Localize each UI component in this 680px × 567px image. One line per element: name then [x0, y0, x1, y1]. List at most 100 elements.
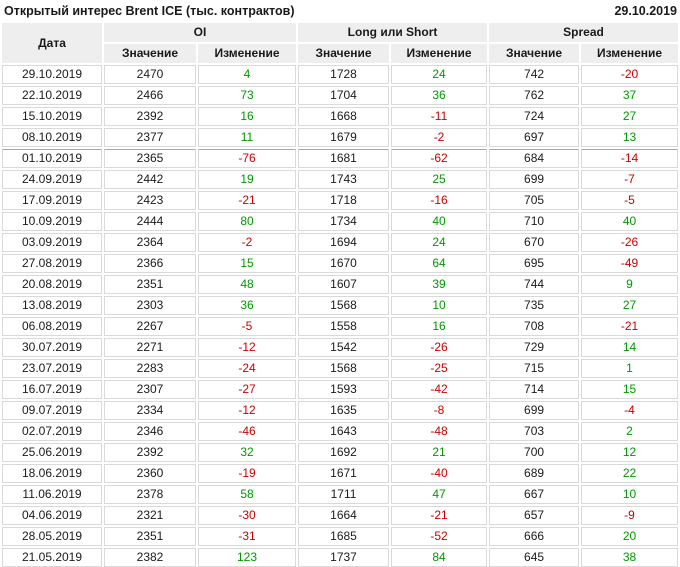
table-row: 27.08.2019 2366 15 1670 64 695 -49 — [2, 254, 678, 273]
table-row: 15.10.2019 2392 16 1668 -11 724 27 — [2, 107, 678, 126]
cell-oi-change: 36 — [198, 296, 297, 315]
cell-oi-change: 15 — [198, 254, 297, 273]
cell-oi-value: 2423 — [104, 191, 196, 210]
cell-date: 18.06.2019 — [2, 464, 102, 483]
cell-spread-value: 714 — [489, 380, 580, 399]
cell-long-short-value: 1635 — [298, 401, 390, 420]
cell-date: 30.07.2019 — [2, 338, 102, 357]
cell-oi-value: 2466 — [104, 86, 196, 105]
cell-spread-value: 710 — [489, 212, 580, 231]
cell-long-short-change: 47 — [391, 485, 488, 504]
cell-long-short-value: 1711 — [298, 485, 390, 504]
cell-oi-value: 2271 — [104, 338, 196, 357]
cell-spread-change: 14 — [581, 338, 678, 357]
cell-oi-value: 2351 — [104, 527, 196, 546]
cell-spread-change: -20 — [581, 65, 678, 84]
cell-oi-value: 2334 — [104, 401, 196, 420]
cell-long-short-change: -21 — [391, 506, 488, 525]
cell-long-short-change: -40 — [391, 464, 488, 483]
cell-date: 28.05.2019 — [2, 527, 102, 546]
cell-date: 08.10.2019 — [2, 128, 102, 147]
cell-oi-value: 2365 — [104, 149, 196, 168]
table-row: 03.09.2019 2364 -2 1694 24 670 -26 — [2, 233, 678, 252]
cell-date: 17.09.2019 — [2, 191, 102, 210]
column-header-date: Дата — [2, 23, 102, 63]
cell-spread-change: -14 — [581, 149, 678, 168]
cell-long-short-change: 40 — [391, 212, 488, 231]
cell-spread-change: 27 — [581, 296, 678, 315]
cell-oi-change: 19 — [198, 170, 297, 189]
cell-oi-change: 73 — [198, 86, 297, 105]
header-group-row: Дата OI Long или Short Spread — [2, 23, 678, 63]
cell-long-short-value: 1643 — [298, 422, 390, 441]
cell-date: 15.10.2019 — [2, 107, 102, 126]
cell-long-short-change: 24 — [391, 233, 488, 252]
cell-spread-value: 735 — [489, 296, 580, 315]
column-header-oi-change: Изменение — [198, 44, 297, 63]
column-header-long-short-value: Значение — [298, 44, 390, 63]
cell-spread-value: 744 — [489, 275, 580, 294]
cell-oi-change: -12 — [198, 338, 297, 357]
header-sub-row: Значение Изменение Значение Изменение Зн… — [2, 44, 678, 63]
titlebar: Открытый интерес Brent ICE (тыс. контрак… — [0, 0, 680, 21]
cell-long-short-value: 1685 — [298, 527, 390, 546]
cell-oi-change: 4 — [198, 65, 297, 84]
cell-long-short-change: -62 — [391, 149, 488, 168]
cell-long-short-change: -48 — [391, 422, 488, 441]
cell-spread-change: -26 — [581, 233, 678, 252]
cell-date: 20.08.2019 — [2, 275, 102, 294]
table-row: 22.10.2019 2466 73 1704 36 762 37 — [2, 86, 678, 105]
report-date: 29.10.2019 — [614, 3, 677, 18]
table-header: Дата OI Long или Short Spread Значение И… — [2, 23, 678, 63]
cell-long-short-value: 1743 — [298, 170, 390, 189]
column-header-long-short-change: Изменение — [391, 44, 488, 63]
cell-spread-change: 20 — [581, 527, 678, 546]
table-row: 13.08.2019 2303 36 1568 10 735 27 — [2, 296, 678, 315]
cell-spread-value: 715 — [489, 359, 580, 378]
table-row: 24.09.2019 2442 19 1743 25 699 -7 — [2, 170, 678, 189]
cell-date: 24.09.2019 — [2, 170, 102, 189]
cell-long-short-change: -2 — [391, 128, 488, 147]
table-row: 01.10.2019 2365 -76 1681 -62 684 -14 — [2, 149, 678, 168]
table-row: 02.07.2019 2346 -46 1643 -48 703 2 — [2, 422, 678, 441]
cell-oi-change: -12 — [198, 401, 297, 420]
cell-spread-change: -4 — [581, 401, 678, 420]
cell-spread-change: 1 — [581, 359, 678, 378]
table-row: 16.07.2019 2307 -27 1593 -42 714 15 — [2, 380, 678, 399]
cell-spread-value: 724 — [489, 107, 580, 126]
cell-spread-change: 9 — [581, 275, 678, 294]
cell-date: 03.09.2019 — [2, 233, 102, 252]
cell-long-short-change: -11 — [391, 107, 488, 126]
table-row: 28.05.2019 2351 -31 1685 -52 666 20 — [2, 527, 678, 546]
cell-oi-change: -31 — [198, 527, 297, 546]
cell-oi-value: 2321 — [104, 506, 196, 525]
table-row: 10.09.2019 2444 80 1734 40 710 40 — [2, 212, 678, 231]
cell-long-short-value: 1692 — [298, 443, 390, 462]
cell-oi-change: -46 — [198, 422, 297, 441]
cell-date: 06.08.2019 — [2, 317, 102, 336]
cell-long-short-change: 21 — [391, 443, 488, 462]
cell-long-short-value: 1679 — [298, 128, 390, 147]
page-title: Открытый интерес Brent ICE (тыс. контрак… — [4, 3, 295, 18]
cell-spread-value: 742 — [489, 65, 580, 84]
cell-long-short-value: 1704 — [298, 86, 390, 105]
cell-spread-value: 657 — [489, 506, 580, 525]
table-row: 04.06.2019 2321 -30 1664 -21 657 -9 — [2, 506, 678, 525]
column-header-spread-value: Значение — [489, 44, 580, 63]
cell-oi-change: -30 — [198, 506, 297, 525]
cell-spread-value: 689 — [489, 464, 580, 483]
cell-long-short-value: 1718 — [298, 191, 390, 210]
cell-oi-change: -19 — [198, 464, 297, 483]
cell-spread-change: 38 — [581, 548, 678, 567]
cell-spread-change: -7 — [581, 170, 678, 189]
column-header-spread-change: Изменение — [581, 44, 678, 63]
cell-long-short-value: 1542 — [298, 338, 390, 357]
table-row: 25.06.2019 2392 32 1692 21 700 12 — [2, 443, 678, 462]
cell-long-short-value: 1694 — [298, 233, 390, 252]
cell-spread-value: 729 — [489, 338, 580, 357]
cell-oi-change: -2 — [198, 233, 297, 252]
cell-oi-value: 2267 — [104, 317, 196, 336]
cell-oi-change: 32 — [198, 443, 297, 462]
cell-long-short-change: 25 — [391, 170, 488, 189]
cell-long-short-value: 1664 — [298, 506, 390, 525]
